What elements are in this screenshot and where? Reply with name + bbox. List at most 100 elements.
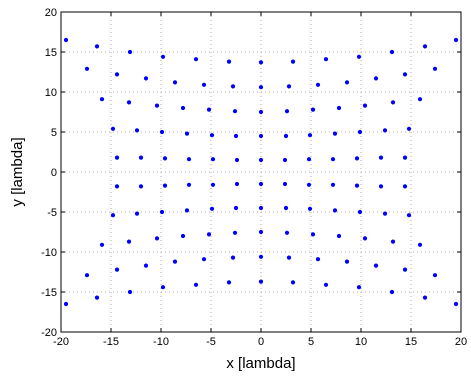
scatter-point [230, 84, 236, 89]
scatter-point [336, 105, 342, 111]
scatter-point [126, 239, 132, 244]
scatter-point [258, 133, 264, 139]
scatter-point [284, 109, 290, 114]
y-axis-label: y [lambda] [9, 137, 26, 206]
scatter-point [126, 100, 132, 105]
scatter-point [172, 80, 178, 85]
scatter-point [336, 233, 342, 239]
scatter-point [373, 263, 379, 268]
scatter-point [402, 155, 408, 160]
scatter-point [417, 242, 423, 247]
scatter-point [378, 155, 384, 160]
scatter-point [344, 259, 350, 264]
scatter-point [258, 85, 264, 90]
scatter-point [201, 82, 207, 87]
scatter-point [226, 59, 232, 64]
scatter-point [258, 229, 264, 235]
scatter-point [210, 157, 216, 162]
scatter-point [160, 285, 166, 290]
x-tick-label: -10 [153, 336, 169, 348]
scatter-point [406, 126, 412, 131]
y-tick-label: -20 [41, 327, 57, 339]
scatter-point [172, 259, 178, 264]
scatter-point [357, 209, 363, 215]
scatter-point [114, 267, 120, 272]
data-points [63, 37, 459, 307]
scatter-point [186, 182, 192, 187]
scatter-point [307, 206, 313, 211]
x-tick-label: 5 [308, 336, 314, 348]
scatter-point [389, 49, 395, 55]
scatter-point [306, 182, 312, 187]
scatter-point [114, 155, 120, 160]
scatter-point [356, 54, 362, 59]
scatter-point [432, 273, 438, 278]
grid-lines [61, 12, 461, 332]
scatter-point [258, 254, 264, 259]
scatter-point [63, 301, 69, 307]
y-tick-label: -5 [47, 207, 57, 219]
scatter-point [362, 103, 368, 108]
scatter-point [330, 157, 336, 162]
scatter-point [94, 44, 100, 49]
scatter-point [127, 49, 133, 55]
scatter-point [84, 273, 90, 278]
scatter-point [422, 44, 428, 49]
scatter-point [233, 205, 239, 211]
scatter-point [110, 126, 116, 131]
x-tick-label: 0 [258, 336, 264, 348]
scatter-point [233, 133, 239, 139]
x-tick-label: -5 [206, 336, 216, 348]
scatter-point [357, 129, 363, 135]
axis-ticks [60, 11, 462, 333]
scatter-point [63, 37, 69, 43]
scatter-point [402, 267, 408, 272]
scatter-point [127, 289, 133, 295]
scatter-point [99, 242, 105, 247]
scatter-point [432, 66, 438, 71]
scatter-point [234, 157, 240, 163]
scatter-point [332, 208, 338, 213]
scatter-point [390, 239, 396, 244]
scatter-point [258, 109, 264, 115]
scatter-point [290, 59, 296, 64]
scatter-point [330, 182, 336, 187]
scatter-point [162, 183, 168, 188]
scatter-point [332, 131, 338, 136]
scatter-point [258, 205, 264, 211]
scatter-point [209, 133, 215, 138]
scatter-point [315, 82, 321, 87]
scatter-point [389, 289, 395, 295]
scatter-point [373, 76, 379, 81]
scatter-point [193, 282, 199, 287]
scatter-point [193, 57, 199, 62]
scatter-point [209, 206, 215, 211]
scatter-point [382, 128, 388, 133]
y-tick-label: 0 [51, 167, 57, 179]
scatter-point [114, 184, 120, 189]
scatter-point [154, 103, 160, 108]
scatter-point [114, 72, 120, 77]
x-tick-label: 15 [405, 336, 417, 348]
scatter-point [382, 211, 388, 216]
scatter-point [406, 213, 412, 218]
scatter-point [234, 181, 240, 187]
scatter-point [290, 280, 296, 285]
scatter-point [282, 181, 288, 187]
x-tick-label: -15 [103, 336, 119, 348]
scatter-point [180, 105, 186, 111]
scatter-point [162, 156, 168, 161]
scatter-point [402, 72, 408, 77]
scatter-point [110, 213, 116, 218]
scatter-point [184, 131, 190, 136]
scatter-point [417, 97, 423, 102]
scatter-point [390, 100, 396, 105]
scatter-point [154, 236, 160, 241]
scatter-point [315, 257, 321, 262]
scatter-point [344, 80, 350, 85]
scatter-point [232, 230, 238, 235]
scatter-point [323, 282, 329, 287]
scatter-point [310, 232, 316, 237]
scatter-point [356, 285, 362, 290]
